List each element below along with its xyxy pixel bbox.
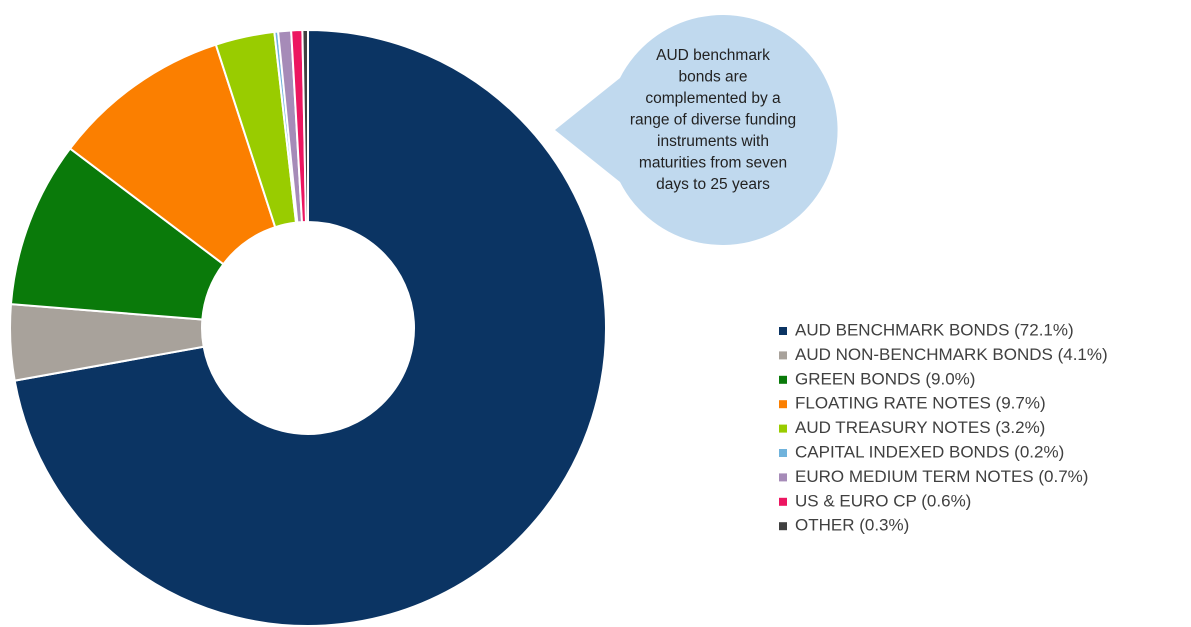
slice <box>9 147 225 321</box>
legend-swatch <box>779 351 787 360</box>
legend-swatch <box>779 522 787 531</box>
legend-swatch <box>779 400 787 409</box>
legend-label: FLOATING RATE NOTES (9.7%) <box>795 394 1046 413</box>
annotation-line: bonds are <box>679 69 748 86</box>
legend-label: OTHER (0.3%) <box>795 516 909 535</box>
callout <box>555 14 838 245</box>
slice <box>301 28 309 224</box>
legend-label: CAPITAL INDEXED BONDS (0.2%) <box>795 442 1064 461</box>
annotation: AUD benchmark bonds are complemented by a r… <box>630 47 796 193</box>
legend-swatch <box>779 375 787 384</box>
annotation-line: AUD benchmark <box>656 47 770 64</box>
legend: AUD BENCHMARK BONDS (72.1%) AUD NON-BENCH… <box>779 320 1108 535</box>
annotation-line: instruments with <box>657 133 769 150</box>
legend-swatch <box>779 473 787 482</box>
legend-label: US & EURO CP (0.6%) <box>795 491 971 510</box>
legend-label: AUD NON-BENCHMARK BONDS (4.1%) <box>795 345 1108 364</box>
legend-swatch <box>779 327 787 335</box>
annotation-line: complemented by a <box>645 90 781 107</box>
legend-label: GREEN BONDS (9.0%) <box>795 369 975 388</box>
legend-label: EURO MEDIUM TERM NOTES (0.7%) <box>795 467 1088 486</box>
legend-swatch <box>779 449 787 457</box>
annotation-line: maturities from seven <box>639 155 787 172</box>
annotation-line: range of diverse funding <box>630 112 796 129</box>
legend-label: AUD BENCHMARK BONDS (72.1%) <box>795 320 1074 339</box>
legend-swatch <box>779 424 787 433</box>
legend-label: AUD TREASURY NOTES (3.2%) <box>795 418 1045 437</box>
slice <box>68 43 277 266</box>
annotation-line: days to 25 years <box>656 176 770 193</box>
donut <box>9 28 607 627</box>
slice <box>13 28 607 627</box>
legend-swatch <box>779 497 787 506</box>
